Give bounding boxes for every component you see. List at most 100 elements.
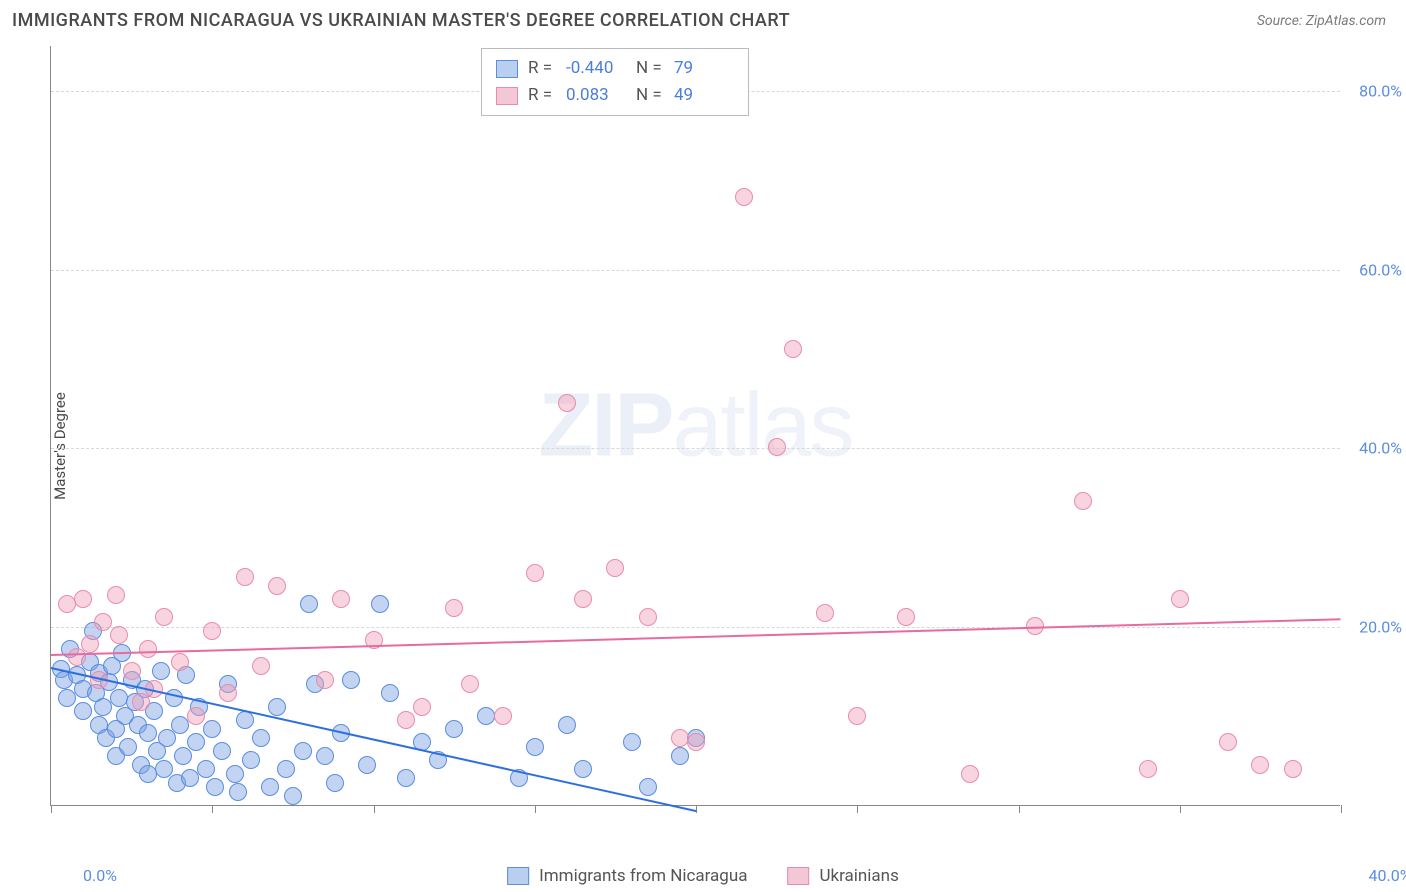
scatter-point xyxy=(445,720,463,738)
legend-row-series-0: R = -0.440 N = 79 xyxy=(496,55,734,82)
scatter-point xyxy=(397,711,415,729)
scatter-point xyxy=(300,595,318,613)
x-tick xyxy=(1019,805,1020,813)
scatter-point xyxy=(558,394,576,412)
scatter-point xyxy=(123,662,141,680)
scatter-point xyxy=(219,684,237,702)
legend-label: Ukrainians xyxy=(819,866,898,886)
swatch-icon xyxy=(496,60,518,78)
scatter-point xyxy=(68,648,86,666)
scatter-point xyxy=(242,751,260,769)
scatter-point xyxy=(236,711,254,729)
scatter-point xyxy=(203,622,221,640)
scatter-point xyxy=(671,729,689,747)
scatter-point xyxy=(558,716,576,734)
x-tick-label: 0.0% xyxy=(83,866,117,885)
scatter-point xyxy=(174,747,192,765)
scatter-point xyxy=(326,774,344,792)
scatter-point xyxy=(961,765,979,783)
scatter-point xyxy=(526,738,544,756)
scatter-point xyxy=(74,590,92,608)
scatter-point xyxy=(110,626,128,644)
stat-n-value: 79 xyxy=(674,55,734,82)
stat-n-value: 49 xyxy=(674,82,734,109)
legend-bottom: Immigrants from Nicaragua Ukrainians xyxy=(507,866,899,886)
scatter-point xyxy=(268,577,286,595)
scatter-point xyxy=(381,684,399,702)
x-tick xyxy=(212,805,213,813)
x-tick xyxy=(1341,805,1342,813)
x-tick xyxy=(51,805,52,813)
scatter-point xyxy=(332,590,350,608)
x-tick xyxy=(696,805,697,813)
scatter-point xyxy=(735,188,753,206)
scatter-point xyxy=(671,747,689,765)
scatter-point xyxy=(687,733,705,751)
scatter-point xyxy=(139,640,157,658)
trend-line xyxy=(51,618,1341,656)
scatter-point xyxy=(1251,756,1269,774)
swatch-icon xyxy=(787,867,809,885)
scatter-point xyxy=(284,787,302,805)
scatter-point xyxy=(1074,492,1092,510)
watermark: ZIPatlas xyxy=(538,374,852,477)
x-tick xyxy=(1180,805,1181,813)
x-tick xyxy=(374,805,375,813)
scatter-point xyxy=(397,769,415,787)
title-bar: IMMIGRANTS FROM NICARAGUA VS UKRAINIAN M… xyxy=(0,0,1406,37)
scatter-point xyxy=(226,765,244,783)
scatter-point xyxy=(526,564,544,582)
scatter-point xyxy=(110,689,128,707)
scatter-point xyxy=(768,438,786,456)
scatter-point xyxy=(639,608,657,626)
scatter-point xyxy=(203,720,221,738)
scatter-point xyxy=(268,698,286,716)
scatter-point xyxy=(277,760,295,778)
scatter-point xyxy=(848,707,866,725)
scatter-point xyxy=(229,783,247,801)
y-tick-label: 40.0% xyxy=(1359,439,1402,458)
scatter-point xyxy=(1139,760,1157,778)
scatter-point xyxy=(252,657,270,675)
x-tick xyxy=(535,805,536,813)
scatter-point xyxy=(623,733,641,751)
source-label: Source: ZipAtlas.com xyxy=(1257,13,1386,29)
scatter-point xyxy=(206,778,224,796)
scatter-point xyxy=(574,590,592,608)
scatter-point xyxy=(606,559,624,577)
scatter-point xyxy=(639,778,657,796)
scatter-point xyxy=(316,671,334,689)
x-tick-label: 40.0% xyxy=(1369,866,1406,885)
scatter-point xyxy=(187,733,205,751)
gridline xyxy=(51,448,1340,449)
y-tick-label: 60.0% xyxy=(1359,260,1402,279)
scatter-point xyxy=(445,599,463,617)
swatch-icon xyxy=(507,867,529,885)
scatter-point xyxy=(294,742,312,760)
y-tick-label: 80.0% xyxy=(1359,81,1402,100)
scatter-point xyxy=(181,769,199,787)
scatter-point xyxy=(152,662,170,680)
scatter-point xyxy=(139,724,157,742)
stat-n-label: N = xyxy=(636,55,664,82)
scatter-point xyxy=(316,747,334,765)
scatter-point xyxy=(461,675,479,693)
scatter-point xyxy=(494,707,512,725)
scatter-point xyxy=(119,738,137,756)
scatter-point xyxy=(187,707,205,725)
legend-correlation-box: R = -0.440 N = 79 R = 0.083 N = 49 xyxy=(481,48,749,116)
chart-title: IMMIGRANTS FROM NICARAGUA VS UKRAINIAN M… xyxy=(12,10,790,31)
stat-r-label: R = xyxy=(528,55,556,82)
scatter-point xyxy=(171,653,189,671)
scatter-point xyxy=(171,716,189,734)
scatter-point xyxy=(158,729,176,747)
swatch-icon xyxy=(496,87,518,105)
scatter-point xyxy=(1171,590,1189,608)
scatter-point xyxy=(213,742,231,760)
legend-row-series-1: R = 0.083 N = 49 xyxy=(496,82,734,109)
scatter-point xyxy=(107,586,125,604)
scatter-point xyxy=(1284,760,1302,778)
legend-item-series-1: Ukrainians xyxy=(787,866,898,886)
scatter-point xyxy=(1219,733,1237,751)
legend-item-series-0: Immigrants from Nicaragua xyxy=(507,866,747,886)
